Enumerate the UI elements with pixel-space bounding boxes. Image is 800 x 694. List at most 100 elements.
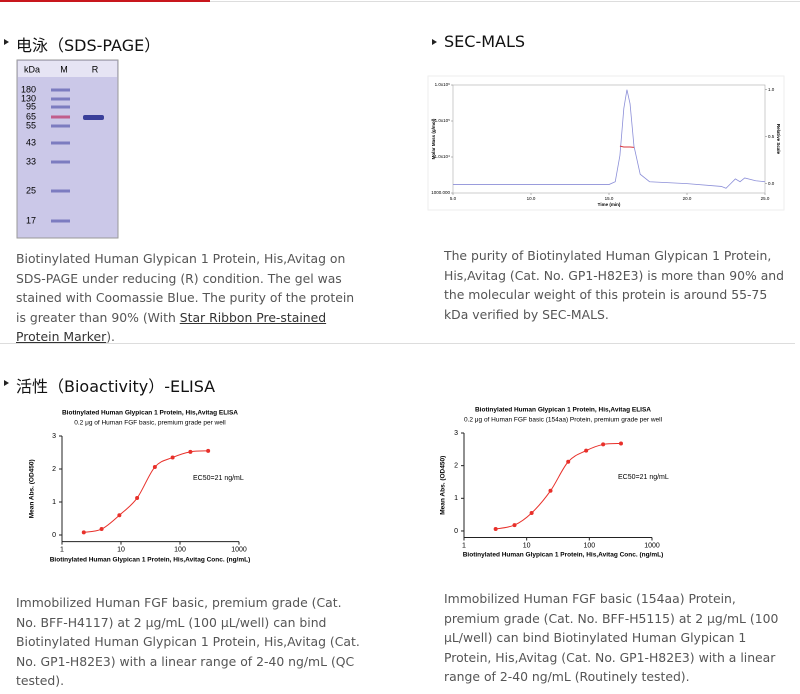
text: Biotinylated Human Glypican 1 Protein, H…	[16, 251, 355, 325]
x-tick-label: 10.0	[527, 196, 536, 201]
y-axis-label: Mean Abs. (OD450)	[29, 459, 36, 518]
marker-label: 33	[26, 156, 36, 166]
y-tick-label: 0	[52, 532, 56, 539]
marker-label: 43	[26, 137, 36, 147]
chart-title: Biotinylated Human Glypican 1 Protein, H…	[475, 407, 651, 414]
data-point	[529, 511, 534, 516]
y-axis-label: Mean Abs. (OD450)	[440, 456, 447, 515]
y2-tick-label: 0.5	[768, 134, 775, 139]
y-tick-label: 1	[454, 495, 458, 502]
chart-subtitle: 0.2 μg of Human FGF basic (154aa) Protei…	[464, 417, 663, 424]
marker-label: 25	[26, 185, 36, 195]
data-point	[512, 523, 517, 528]
marker-band	[51, 160, 70, 164]
data-point	[170, 455, 175, 460]
y-tick-label: 1.0x10⁴	[435, 154, 451, 159]
sec-image	[427, 75, 785, 211]
x-tick-label: 25.0	[761, 196, 770, 201]
marker-label: 95	[26, 101, 36, 111]
x-tick-label: 1	[60, 546, 64, 553]
annotation: EC50=21 ng/mL	[618, 474, 669, 481]
y-tick-label: 2	[454, 463, 458, 470]
x-axis-label: Time (min)	[598, 202, 621, 207]
y-tick-label: 3	[52, 433, 56, 440]
series-line	[453, 89, 766, 189]
marker-band	[51, 105, 70, 109]
section-heading: 电泳（SDS-PAGE）	[16, 36, 161, 55]
data-point	[584, 448, 589, 453]
bullet	[4, 39, 9, 45]
x-tick-label: 20.0	[683, 196, 692, 201]
x-tick-label: 100	[583, 542, 595, 549]
marker-band	[51, 141, 70, 145]
marker-label: 130	[21, 93, 36, 103]
fit-curve	[495, 442, 622, 530]
gel-header	[18, 61, 117, 77]
section-heading: SEC-MALS	[444, 32, 526, 51]
marker-label: 17	[26, 215, 36, 225]
x-tick-label: 1000	[231, 546, 247, 553]
elisa-description: Immobilized Human FGF basic, premium gra…	[16, 595, 360, 689]
data-point	[601, 442, 606, 447]
marker-band	[51, 88, 70, 92]
data-point	[493, 527, 498, 532]
lane-label: R	[92, 64, 99, 74]
sec-description: The purity of Biotinylated Human Glypica…	[444, 248, 785, 322]
data-point	[618, 441, 623, 446]
divider	[0, 343, 795, 344]
marker-band	[51, 97, 70, 101]
data-point	[566, 459, 571, 464]
y2-tick-label: 1.0	[768, 87, 775, 92]
x-tick-label: 5.0	[450, 196, 457, 201]
y-tick-label: 1.0x10⁶	[435, 82, 451, 87]
data-point	[206, 448, 211, 453]
gel-description: Biotinylated Human Glypican 1 Protein, H…	[16, 249, 361, 347]
annotation: EC50=21 ng/mL	[193, 475, 244, 482]
section-heading: 活性（Bioactivity）-ELISA	[16, 377, 216, 396]
y2-axis-label: Relative Scale	[776, 124, 781, 155]
text: ).	[106, 329, 115, 345]
y-tick-label: 2	[52, 466, 56, 473]
y-tick-label: 3	[454, 430, 458, 437]
data-point	[188, 449, 193, 454]
data-point	[152, 465, 157, 470]
x-tick-label: 10	[117, 546, 125, 553]
marker-band	[51, 115, 70, 119]
x-axis-label: Biotinylated Human Glypican 1 Protein, H…	[50, 557, 251, 564]
chart-subtitle: 0.2 μg of Human FGF basic, premium grade…	[74, 420, 226, 427]
data-point	[81, 530, 86, 535]
sample-band	[83, 115, 104, 120]
x-tick-label: 1	[462, 542, 466, 549]
bullet	[432, 39, 437, 45]
marker-label: 55	[26, 120, 36, 130]
series-line	[619, 145, 635, 148]
y-tick-label: 0	[454, 528, 458, 535]
x-axis-label: Biotinylated Human Glypican 1 Protein, H…	[463, 552, 664, 559]
y-tick-label: 1.0x10⁵	[435, 118, 451, 123]
fit-curve	[83, 450, 209, 533]
marker-band	[51, 189, 70, 193]
x-tick-label: 1000	[644, 542, 660, 549]
data-point	[99, 527, 104, 532]
top-rule	[0, 1, 800, 2]
x-tick-label: 100	[174, 546, 186, 553]
x-tick-label: 15.0	[605, 196, 614, 201]
y2-tick-label: 0.0	[768, 181, 775, 186]
marker-band	[51, 124, 70, 128]
data-point	[548, 488, 553, 493]
x-tick-label: 10	[523, 542, 531, 549]
marker-band	[51, 219, 70, 223]
y-tick-label: 1	[52, 499, 56, 506]
data-point	[117, 513, 122, 518]
top-rule-accent	[0, 0, 210, 2]
marker-label: 180	[21, 84, 36, 94]
y-tick-label: 1000.000	[431, 190, 450, 195]
bullet	[4, 380, 9, 386]
y-axis-label: Molar Mass (g/mol)	[431, 118, 436, 159]
gel-unit: kDa	[24, 64, 40, 74]
marker-link[interactable]: Star Ribbon Pre-stained Protein Marker	[16, 309, 327, 345]
marker-label: 65	[26, 111, 36, 121]
lane-label: M	[60, 64, 68, 74]
